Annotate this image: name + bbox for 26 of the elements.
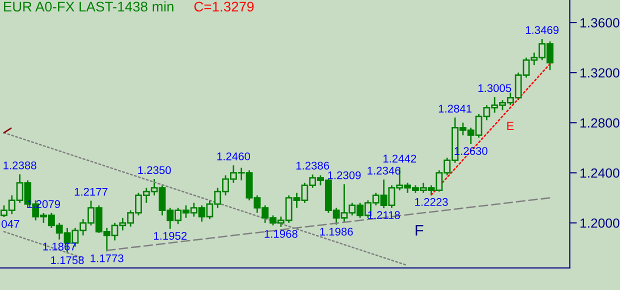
y-tick-label: 1.2000	[580, 218, 620, 228]
y-tick-label: 1.2800	[580, 118, 620, 128]
annotation: E	[507, 122, 514, 130]
annotation: 1.1952	[154, 232, 187, 240]
annotation: 1.2223	[415, 198, 448, 206]
annotation: 1.1968	[264, 230, 298, 238]
y-tick-label: 1.3600	[580, 18, 620, 28]
annotation: 1.1773	[90, 254, 124, 262]
chart-title: EUR A0-FX LAST-1438 min	[4, 1, 174, 12]
annotation: 1.2350	[138, 166, 171, 174]
annotation: F	[416, 225, 424, 236]
chart-subtitle: C=1.3279	[194, 2, 254, 12]
annotation: 1.2442	[383, 154, 416, 162]
annotation: 1.1758	[51, 256, 84, 264]
annotation: 1.3005	[478, 84, 512, 92]
y-tick-label: 1.3200	[580, 68, 620, 78]
annotation: 1.2460	[217, 152, 250, 160]
annotation: 1.3469	[526, 26, 559, 34]
annotation: 1.2386	[296, 162, 330, 170]
annotation: 1.2388	[4, 161, 36, 170]
annotation: 047	[2, 220, 20, 228]
y-tick-label: 1.2400	[580, 168, 620, 178]
annotation: 1.2309	[328, 171, 361, 180]
annotation: 1.2841	[438, 104, 472, 113]
annotation: 1.1986	[320, 228, 353, 236]
annotation: 1.2177	[74, 188, 108, 196]
